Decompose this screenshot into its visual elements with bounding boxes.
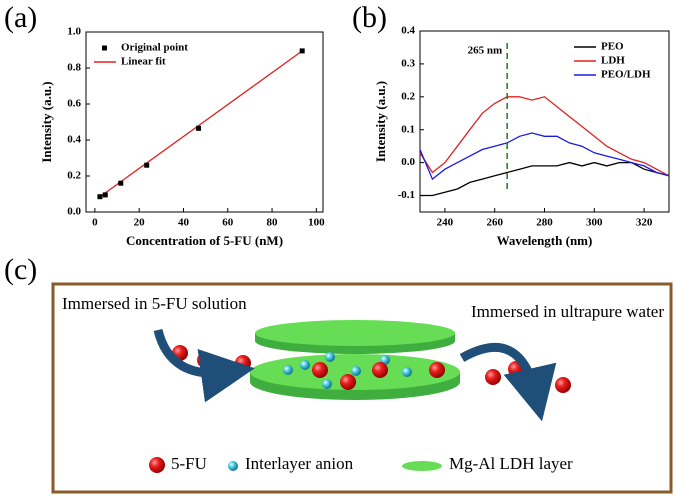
legend-text: Interlayer anion	[245, 454, 354, 473]
y-tick-label: 0.0	[401, 156, 415, 168]
y-tick-label: 0.4	[67, 134, 81, 146]
y-tick-label: 0.2	[67, 170, 81, 182]
x-tick-label: 60	[222, 217, 234, 229]
x-axis-label: Wavelength (nm)	[497, 233, 593, 248]
y-tick-label: 0.2	[401, 90, 415, 102]
legend-icon	[402, 461, 442, 471]
legend-icon	[149, 457, 165, 473]
diagram: (c) Immersed in 5-FU solution Immersed i…	[4, 253, 673, 494]
x-tick-label: 240	[437, 217, 454, 229]
x-tick-label: 100	[308, 217, 325, 229]
legend-text: Original point	[121, 42, 188, 54]
x-tick-label: 0	[92, 217, 98, 229]
legend-text: 5-FU	[171, 454, 207, 473]
y-tick-label: 0.3	[401, 57, 415, 69]
layers	[250, 320, 460, 400]
data-point	[144, 162, 150, 168]
data-point	[102, 192, 108, 198]
legend-text: Linear fit	[121, 56, 166, 68]
annotation-text: 265 nm	[468, 45, 503, 57]
panel-label: (a)	[4, 1, 37, 34]
data-point	[118, 180, 124, 186]
legend-icon	[228, 461, 238, 471]
data-point	[196, 125, 202, 131]
y-tick-label: 0.1	[401, 123, 415, 135]
frame	[51, 282, 673, 494]
data-point	[97, 194, 103, 200]
plot-frame	[419, 30, 670, 213]
chart: (a) 0 20 40 60 80 100 0.0 0.2 0.4 0.6 0.8 1.0 Concent…	[4, 1, 325, 248]
arrow	[153, 328, 255, 403]
y-tick-label: 0.4	[401, 25, 415, 37]
legend-text: PEO/LDH	[601, 69, 651, 81]
x-axis-label: Concentration of 5-FU (nM)	[126, 233, 283, 248]
y-tick-label: 0.6	[67, 98, 81, 110]
legend-swatch	[102, 45, 107, 51]
plot-frame	[85, 31, 324, 213]
chart: (b) 240 260 280 300 320 -0.1 0.0 0.1 0.2 0.3 0.4 Wav…	[352, 1, 670, 248]
y-tick-label: -0.1	[398, 189, 415, 201]
legend-text: PEO	[601, 41, 624, 53]
x-tick-label: 260	[486, 217, 503, 229]
x-tick-label: 20	[134, 217, 146, 229]
data-line	[99, 50, 303, 198]
legend-text: LDH	[601, 55, 625, 67]
y-tick-label: 0.8	[67, 62, 81, 74]
x-tick-label: 320	[636, 217, 653, 229]
x-tick-label: 280	[536, 217, 553, 229]
panel-label: (b)	[352, 1, 387, 34]
y-tick-label: 1.0	[67, 26, 81, 38]
data-line	[419, 96, 670, 177]
data-line	[419, 132, 670, 181]
data-point	[299, 48, 305, 54]
y-tick-label: 0.0	[67, 206, 81, 218]
x-tick-label: 300	[586, 217, 603, 229]
step-text: Immersed in 5-FU solution	[62, 294, 247, 313]
x-tick-label: 40	[178, 217, 190, 229]
y-axis-label: Intensity (a.u.)	[373, 81, 388, 162]
panel-label: (c)	[4, 253, 37, 286]
x-tick-label: 80	[267, 217, 279, 229]
arrow	[459, 343, 557, 422]
anions	[283, 352, 412, 389]
y-axis-label: Intensity (a.u.)	[39, 81, 54, 162]
step-text: Immersed in ultrapure water	[471, 302, 664, 321]
legend-text: Mg-Al LDH layer	[449, 454, 573, 473]
data-line	[420, 161, 670, 197]
